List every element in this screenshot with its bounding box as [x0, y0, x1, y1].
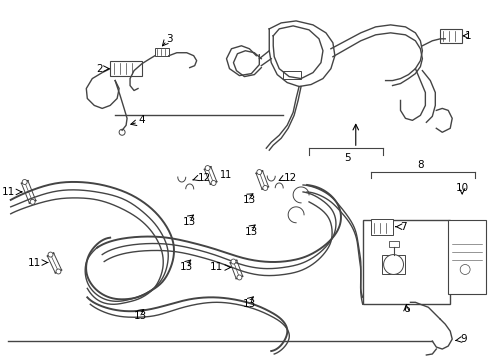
Text: 11: 11: [1, 187, 15, 197]
Text: 2: 2: [96, 64, 102, 74]
Text: 13: 13: [245, 227, 258, 237]
Text: 13: 13: [243, 299, 256, 309]
Circle shape: [56, 269, 61, 274]
Text: 12: 12: [197, 173, 211, 183]
Bar: [363, 220, 450, 304]
Text: 4: 4: [139, 115, 146, 125]
Text: 13: 13: [180, 262, 194, 273]
Text: 7: 7: [400, 222, 407, 232]
Text: 9: 9: [460, 334, 467, 344]
Circle shape: [22, 180, 27, 184]
Text: 3: 3: [167, 34, 173, 44]
Circle shape: [119, 129, 125, 135]
Bar: [382, 255, 406, 274]
Bar: [283, 71, 301, 78]
Circle shape: [231, 259, 236, 264]
Circle shape: [48, 252, 53, 257]
Circle shape: [211, 180, 216, 185]
Text: 6: 6: [403, 304, 410, 314]
Bar: [155, 48, 169, 56]
Bar: [110, 61, 142, 76]
Text: 12: 12: [284, 173, 297, 183]
Text: 13: 13: [183, 217, 196, 227]
Text: 13: 13: [133, 311, 147, 321]
Bar: [448, 220, 486, 294]
Bar: [389, 240, 398, 247]
Bar: [441, 29, 462, 43]
Bar: [370, 219, 392, 235]
Text: 11: 11: [220, 170, 232, 180]
Circle shape: [237, 275, 242, 280]
Circle shape: [384, 255, 403, 274]
Text: 5: 5: [344, 153, 351, 163]
Text: 1: 1: [465, 31, 471, 41]
Circle shape: [263, 185, 268, 190]
Circle shape: [257, 170, 262, 175]
Text: 13: 13: [243, 195, 256, 205]
Text: 11: 11: [210, 262, 223, 273]
Circle shape: [205, 166, 210, 171]
Text: 8: 8: [417, 160, 424, 170]
Text: 10: 10: [456, 183, 469, 193]
Text: 11: 11: [27, 257, 41, 267]
Circle shape: [460, 265, 470, 274]
Circle shape: [30, 199, 35, 204]
